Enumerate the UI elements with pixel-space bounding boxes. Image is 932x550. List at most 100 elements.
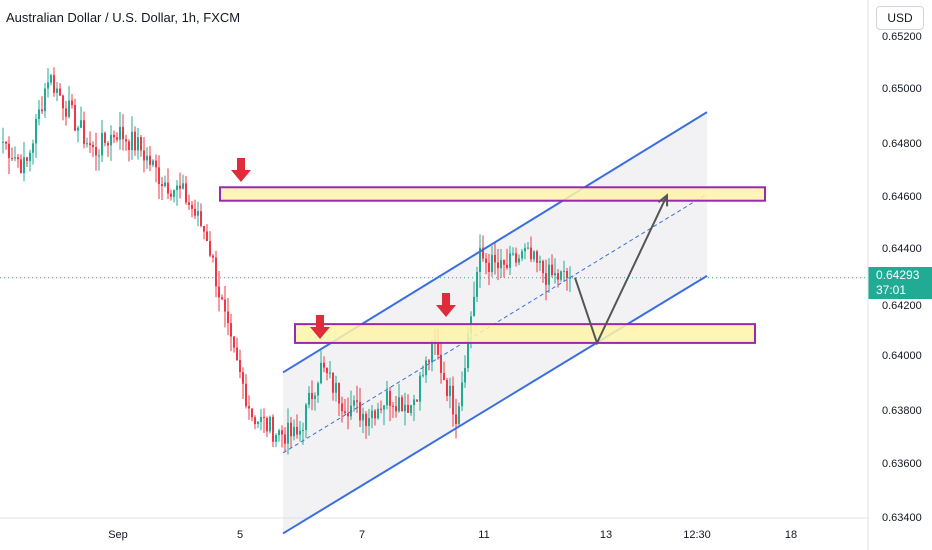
candle-body bbox=[449, 385, 451, 397]
candle-body bbox=[413, 399, 415, 406]
candle-body bbox=[386, 390, 388, 406]
y-tick-label: 0.63400 bbox=[882, 512, 922, 524]
candle-body bbox=[188, 202, 190, 205]
candle-body bbox=[392, 405, 394, 407]
candle-body bbox=[26, 157, 28, 161]
candle-body bbox=[359, 401, 361, 421]
candle-body bbox=[371, 410, 373, 419]
candle-body bbox=[401, 397, 403, 412]
projection-arrowhead bbox=[657, 193, 669, 207]
candle-body bbox=[86, 143, 88, 145]
candle-body bbox=[455, 414, 457, 424]
candle-body bbox=[80, 120, 82, 128]
channel-lower-line[interactable] bbox=[282, 274, 708, 535]
candle-body bbox=[284, 434, 286, 444]
down-arrow-marker[interactable] bbox=[231, 158, 251, 182]
candle-body bbox=[446, 380, 448, 397]
candle-body bbox=[320, 362, 322, 384]
candle-body bbox=[428, 360, 430, 363]
candle-body bbox=[365, 413, 367, 427]
candle-body bbox=[491, 254, 493, 272]
candle-body bbox=[416, 399, 418, 402]
candle-body bbox=[77, 127, 79, 131]
y-tick-label: 0.64200 bbox=[882, 300, 922, 312]
candle-body bbox=[125, 139, 127, 142]
candle-body bbox=[344, 411, 346, 414]
candle-body bbox=[356, 400, 358, 402]
candle-body bbox=[224, 299, 226, 312]
candle-body bbox=[161, 184, 163, 187]
candle-body bbox=[113, 134, 115, 138]
candle-body bbox=[293, 426, 295, 437]
candle-body bbox=[461, 382, 463, 407]
candle-body bbox=[5, 141, 7, 144]
support-zone[interactable] bbox=[294, 323, 756, 344]
candle-body bbox=[506, 264, 508, 268]
candle-body bbox=[362, 413, 364, 421]
candle-body bbox=[8, 143, 10, 159]
y-tick-label: 0.64000 bbox=[882, 350, 922, 362]
candle-body bbox=[20, 159, 22, 174]
candle-body bbox=[539, 260, 541, 263]
candle-body bbox=[119, 126, 121, 140]
candle-body bbox=[368, 418, 370, 427]
candle-body bbox=[554, 273, 556, 276]
candle-body bbox=[200, 211, 202, 226]
candle-body bbox=[209, 241, 211, 256]
candle-body bbox=[44, 88, 46, 112]
candle-body bbox=[227, 311, 229, 324]
candle-body bbox=[56, 88, 58, 93]
candle-body bbox=[215, 257, 217, 287]
projection-path[interactable] bbox=[574, 194, 668, 346]
y-tick-label: 0.65200 bbox=[882, 31, 922, 43]
candle-body bbox=[458, 406, 460, 424]
candle-body bbox=[212, 255, 214, 258]
candle-body bbox=[203, 225, 205, 232]
candle-body bbox=[50, 75, 52, 83]
candle-body bbox=[467, 333, 469, 369]
candle-body bbox=[515, 253, 517, 263]
candle-body bbox=[152, 160, 154, 165]
candles bbox=[2, 67, 571, 455]
candle-body bbox=[503, 260, 505, 265]
candle-body bbox=[299, 430, 301, 435]
candle-body bbox=[398, 397, 400, 412]
candle-body bbox=[464, 368, 466, 383]
candle-body bbox=[17, 157, 19, 160]
candle-body bbox=[317, 383, 319, 396]
candle-body bbox=[131, 131, 133, 151]
last-price-value: 0.64293 bbox=[876, 268, 920, 282]
x-tick-label: Sep bbox=[108, 529, 128, 541]
candle-body bbox=[182, 183, 184, 189]
candle-body bbox=[83, 120, 85, 144]
candle-body bbox=[281, 430, 283, 435]
candle-body bbox=[329, 372, 331, 374]
y-tick-label: 0.63800 bbox=[882, 405, 922, 417]
candle-body bbox=[221, 297, 223, 300]
x-tick-label: 5 bbox=[237, 529, 243, 541]
candle-body bbox=[482, 247, 484, 259]
candle-body bbox=[443, 372, 445, 381]
candle-body bbox=[497, 262, 499, 269]
candle-body bbox=[116, 137, 118, 140]
currency-button[interactable]: USD bbox=[876, 6, 924, 30]
resistance-zone[interactable] bbox=[219, 186, 766, 202]
x-tick-label: 11 bbox=[478, 529, 489, 541]
y-tick-label: 0.64600 bbox=[882, 191, 922, 203]
down-arrow-marker[interactable] bbox=[310, 315, 330, 339]
candle-body bbox=[230, 323, 232, 337]
candle-body bbox=[479, 247, 481, 273]
candle-body bbox=[308, 392, 310, 405]
candle-body bbox=[71, 100, 73, 106]
candle-body bbox=[11, 158, 13, 160]
candle-body bbox=[338, 382, 340, 404]
candle-body bbox=[263, 416, 265, 418]
down-arrow-marker[interactable] bbox=[436, 293, 456, 317]
candle-body bbox=[32, 143, 34, 153]
candle-body bbox=[92, 145, 94, 148]
candle-body bbox=[254, 417, 256, 425]
candle-body bbox=[35, 118, 37, 144]
candle-body bbox=[275, 435, 277, 442]
